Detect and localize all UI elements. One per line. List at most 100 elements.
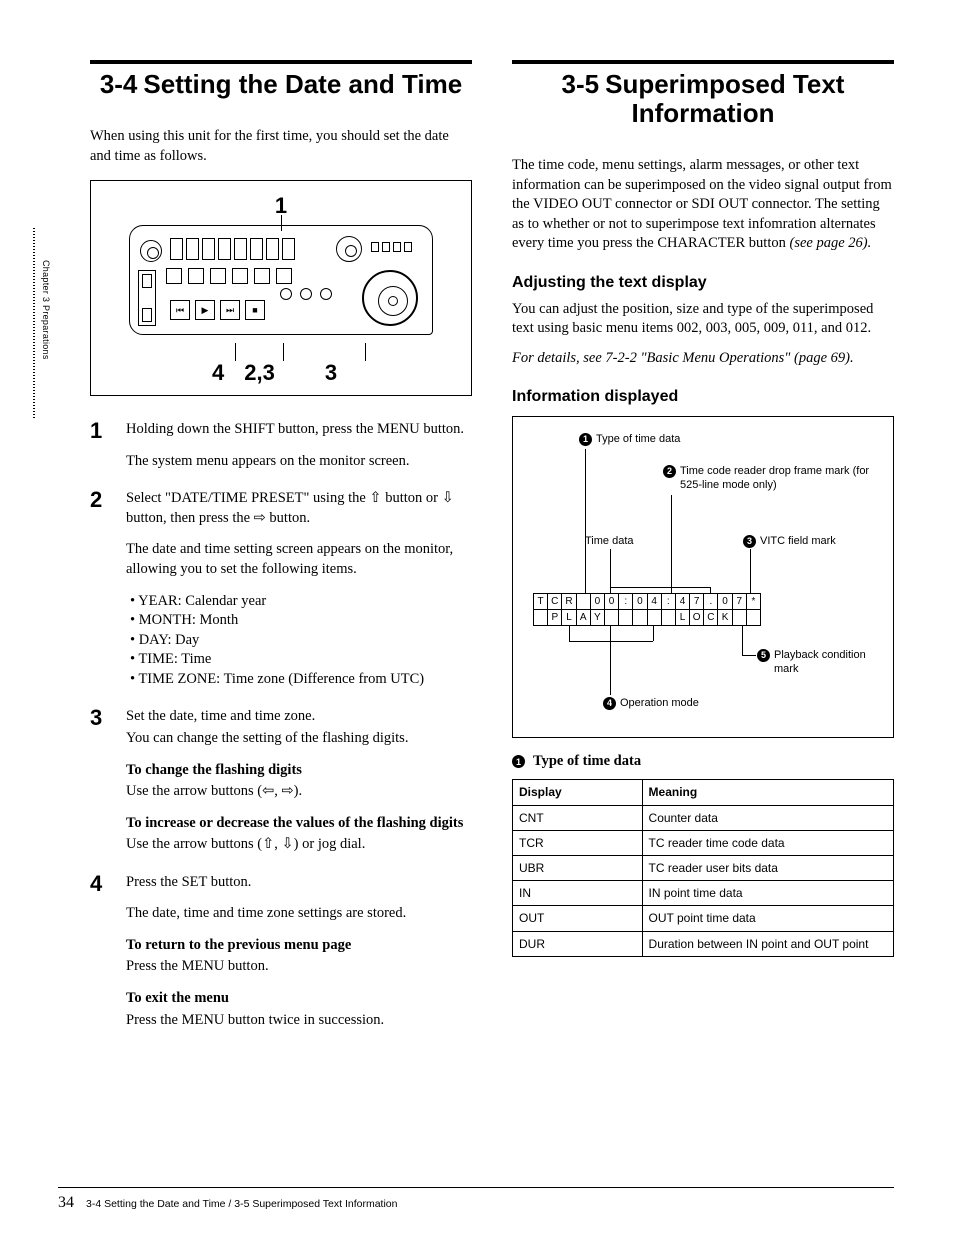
grid-cell: Y bbox=[590, 609, 604, 625]
table-row: DURDuration between IN point and OUT poi… bbox=[513, 931, 894, 956]
step-3: 3 Set the date, time and time zone. You … bbox=[90, 707, 472, 854]
left-intro: When using this unit for the first time,… bbox=[90, 127, 472, 166]
level-meters bbox=[170, 238, 295, 260]
right-intro: The time code, menu settings, alarm mess… bbox=[512, 156, 894, 254]
table-cell: OUT point time data bbox=[642, 906, 893, 931]
step-text: Press the MENU button twice in successio… bbox=[126, 1011, 406, 1031]
table-row: TCRTC reader time code data bbox=[513, 830, 894, 855]
jog-dial-icon bbox=[362, 270, 418, 326]
callout-4: 4 Operation mode bbox=[603, 697, 699, 711]
step-list: 1 Holding down the SHIFT button, press t… bbox=[90, 420, 472, 1030]
left-column: 3-4Setting the Date and Time When using … bbox=[90, 60, 472, 1048]
fig-marker-23: 2,3 bbox=[244, 358, 275, 388]
table-header: Meaning bbox=[642, 780, 893, 805]
table-header: Display bbox=[513, 780, 643, 805]
table-cell: IN point time data bbox=[642, 881, 893, 906]
small-buttons-icon bbox=[371, 242, 412, 252]
leader-line bbox=[750, 549, 751, 593]
speaker-icon bbox=[140, 240, 162, 262]
grid-cell: * bbox=[746, 593, 760, 609]
table-cell: Counter data bbox=[642, 805, 893, 830]
transport-buttons-icon: ⏮▶⏭■ bbox=[170, 300, 265, 320]
step-2: 2 Select "DATE/TIME PRESET" using the ⇧ … bbox=[90, 489, 472, 689]
fig-marker-3: 3 bbox=[325, 358, 337, 388]
step-text: The date, time and time zone settings ar… bbox=[126, 904, 406, 924]
step-text: Set the date, time and time zone. bbox=[126, 707, 463, 727]
grid-cell bbox=[619, 609, 633, 625]
sub-heading: To change the flashing digits bbox=[126, 761, 463, 781]
list-item: TIME ZONE: Time zone (Difference from UT… bbox=[130, 670, 472, 690]
table-cell: IN bbox=[513, 881, 643, 906]
step-text: Holding down the SHIFT button, press the… bbox=[126, 420, 464, 440]
list-item: TIME: Time bbox=[130, 650, 472, 670]
table-row: UBRTC reader user bits data bbox=[513, 856, 894, 881]
info-displayed-hd: Information displayed bbox=[512, 386, 894, 408]
section-rule bbox=[512, 60, 894, 64]
step-1: 1 Holding down the SHIFT button, press t… bbox=[90, 420, 472, 471]
step-bullet-list: YEAR: Calendar year MONTH: Month DAY: Da… bbox=[130, 592, 472, 690]
step-number: 3 bbox=[90, 707, 112, 854]
table-cell: TC reader user bits data bbox=[642, 856, 893, 881]
time-data-table: Display Meaning CNTCounter dataTCRTC rea… bbox=[512, 779, 894, 956]
callout-label: Playback condition mark bbox=[774, 649, 867, 677]
step-number: 2 bbox=[90, 489, 112, 689]
grid-cell: 0 bbox=[718, 593, 732, 609]
right-section-title: 3-5Superimposed Text Information bbox=[512, 70, 894, 128]
grid-cell: P bbox=[548, 609, 562, 625]
grid-cell: 0 bbox=[604, 593, 618, 609]
sub-heading: To increase or decrease the values of th… bbox=[126, 814, 463, 834]
shuttle-knob-icon bbox=[336, 236, 362, 262]
grid-cell bbox=[661, 609, 675, 625]
callout-label: Time data bbox=[585, 535, 634, 549]
callout-1: 1 Type of time data bbox=[579, 433, 680, 447]
adjusting-hd: Adjusting the text display bbox=[512, 272, 894, 294]
mini-knobs-icon bbox=[280, 288, 332, 300]
grid-cell bbox=[647, 609, 661, 625]
adjusting-body: You can adjust the position, size and ty… bbox=[512, 300, 894, 339]
info-displayed-figure: 1 Type of time data 2 Time code reader d… bbox=[512, 416, 894, 738]
table-cell: UBR bbox=[513, 856, 643, 881]
grid-cell: 4 bbox=[647, 593, 661, 609]
grid-cell: . bbox=[704, 593, 718, 609]
right-section-number: 3-5 bbox=[562, 69, 600, 99]
leader-line bbox=[653, 625, 654, 641]
step-text: Press the SET button. bbox=[126, 873, 406, 893]
grid-cell: L bbox=[562, 609, 576, 625]
grid-cell bbox=[633, 609, 647, 625]
callout-number-icon: 4 bbox=[603, 697, 616, 710]
grid-cell: R bbox=[562, 593, 576, 609]
page-number: 34 bbox=[58, 1192, 74, 1214]
callout-number-icon: 3 bbox=[743, 535, 756, 548]
leader-line bbox=[585, 449, 586, 593]
device-figure: 1 bbox=[90, 180, 472, 396]
leader-line bbox=[569, 641, 653, 642]
left-section-title: 3-4Setting the Date and Time bbox=[90, 70, 472, 99]
left-section-name: Setting the Date and Time bbox=[143, 69, 462, 99]
leader-line bbox=[610, 587, 710, 588]
adjusting-ref: For details, see 7-2-2 "Basic Menu Opera… bbox=[512, 349, 894, 369]
list-item: YEAR: Calendar year bbox=[130, 592, 472, 612]
leader-line bbox=[610, 625, 611, 695]
left-intro-text: When using this unit for the first time,… bbox=[90, 127, 472, 166]
callout-label: Time code reader drop frame mark (for 52… bbox=[680, 465, 873, 493]
callout-3: 3 VITC field mark bbox=[743, 535, 836, 549]
right-section-name: Superimposed Text Information bbox=[605, 69, 844, 128]
step-text: The date and time setting screen appears… bbox=[126, 540, 472, 579]
grid-cell: A bbox=[576, 609, 590, 625]
grid-cell: T bbox=[534, 593, 548, 609]
leader-line bbox=[742, 655, 756, 656]
sub-heading: To exit the menu bbox=[126, 989, 406, 1009]
callout-label: Operation mode bbox=[620, 697, 699, 711]
grid-cell: L bbox=[675, 609, 689, 625]
callout-label: VITC field mark bbox=[760, 535, 836, 549]
step-text: The system menu appears on the monitor s… bbox=[126, 452, 464, 472]
table-legend: 1 Type of time data bbox=[512, 752, 894, 772]
callout-number-icon: 2 bbox=[663, 465, 676, 478]
leader-line bbox=[569, 625, 570, 641]
fig-bottom-markers: 4 2,3 3 bbox=[107, 358, 455, 388]
footer-text: 3-4 Setting the Date and Time / 3-5 Supe… bbox=[86, 1197, 397, 1211]
step-text: Use the arrow buttons (⇧, ⇩) or jog dial… bbox=[126, 835, 463, 855]
grid-cell bbox=[604, 609, 618, 625]
callout-label: Type of time data bbox=[596, 433, 680, 447]
card-slot-icon bbox=[138, 270, 156, 326]
